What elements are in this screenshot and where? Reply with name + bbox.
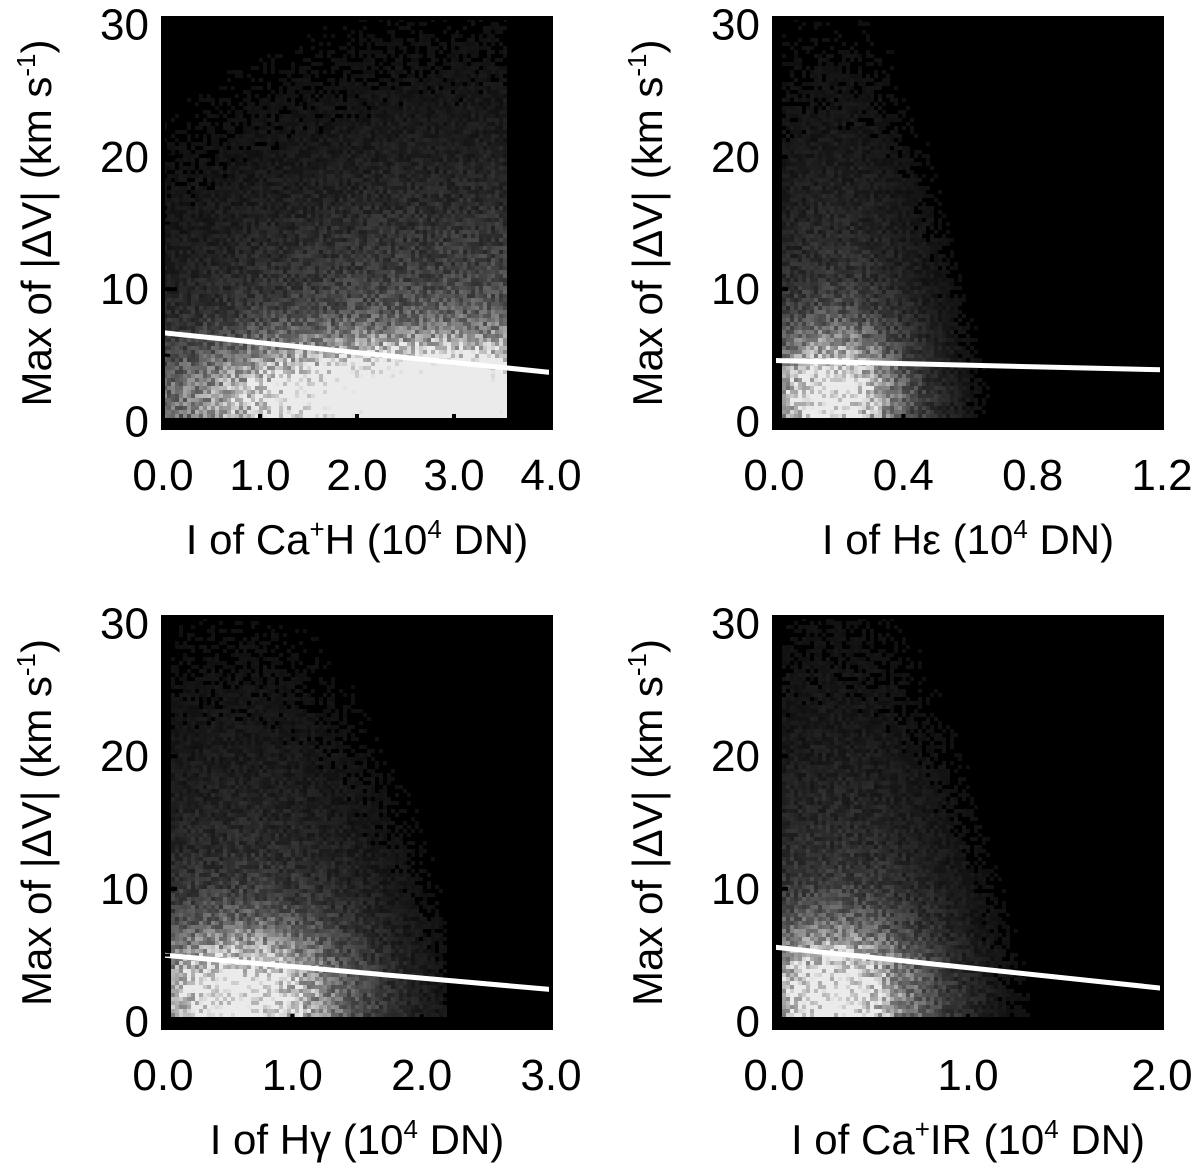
x-tick-label: 3.0 [423,451,484,500]
x-tick-label: 0.0 [743,1051,804,1100]
y-tick-label: 0 [125,997,149,1046]
y-tick-label: 10 [100,865,149,914]
y-tick-label: 10 [100,265,149,314]
y-tick-label: 20 [100,133,149,182]
y-axis-title: Max of |ΔV| (km s-1) [11,39,60,406]
x-tick-label: 0.0 [132,1051,193,1100]
y-tick-label: 30 [100,600,149,649]
panel-top-right: 0.0 0.4 0.8 1.2 0 10 20 30 I of Hε (104 DN) Max o… [622,1,1193,563]
x-tick-label: 2.0 [1131,1051,1192,1100]
x-tick-label: 1.0 [229,451,290,500]
x-axis-title: I of Ca+H (104 DN) [186,514,528,563]
x-tick-label: 3.0 [520,1051,581,1100]
x-tick-label: 0.0 [743,451,804,500]
y-tick-label: 10 [711,265,760,314]
panel-bottom-left: 0.0 1.0 2.0 3.0 0 10 20 30 I of Hγ (104 DN) Max o… [11,600,582,1163]
y-tick-label: 20 [711,732,760,781]
y-axis-title: Max of |ΔV| (km s-1) [622,39,671,406]
y-tick-label: 0 [125,397,149,446]
x-tick-label: 2.0 [391,1051,452,1100]
panel-bottom-right: 0.0 1.0 2.0 0 10 20 30 I of Ca+IR (104 DN) Max o… [622,600,1193,1163]
y-tick-label: 0 [736,397,760,446]
x-tick-label: 1.2 [1131,451,1192,500]
x-tick-label: 4.0 [520,451,581,500]
y-tick-label: 30 [711,1,760,50]
y-tick-label: 30 [711,600,760,649]
y-axis-title: Max of |ΔV| (km s-1) [622,639,671,1006]
x-axis-title: I of Ca+IR (104 DN) [791,1114,1145,1163]
x-axis-title: I of Hγ (104 DN) [210,1114,505,1163]
x-tick-label: 1.0 [262,1051,323,1100]
y-tick-label: 0 [736,997,760,1046]
x-tick-label: 1.0 [937,1051,998,1100]
x-axis-title: I of Hε (104 DN) [822,514,1114,563]
y-axis-title: Max of |ΔV| (km s-1) [11,639,60,1006]
panel-top-left: 0.0 1.0 2.0 3.0 4.0 0 10 20 30 I of Ca+H (104 DN)… [11,1,582,563]
x-tick-label: 0.8 [1002,451,1063,500]
y-tick-label: 20 [711,133,760,182]
x-tick-label: 0.0 [132,451,193,500]
y-tick-label: 10 [711,865,760,914]
y-tick-label: 20 [100,732,149,781]
x-tick-label: 0.4 [873,451,934,500]
y-tick-label: 30 [100,1,149,50]
x-tick-label: 2.0 [326,451,387,500]
